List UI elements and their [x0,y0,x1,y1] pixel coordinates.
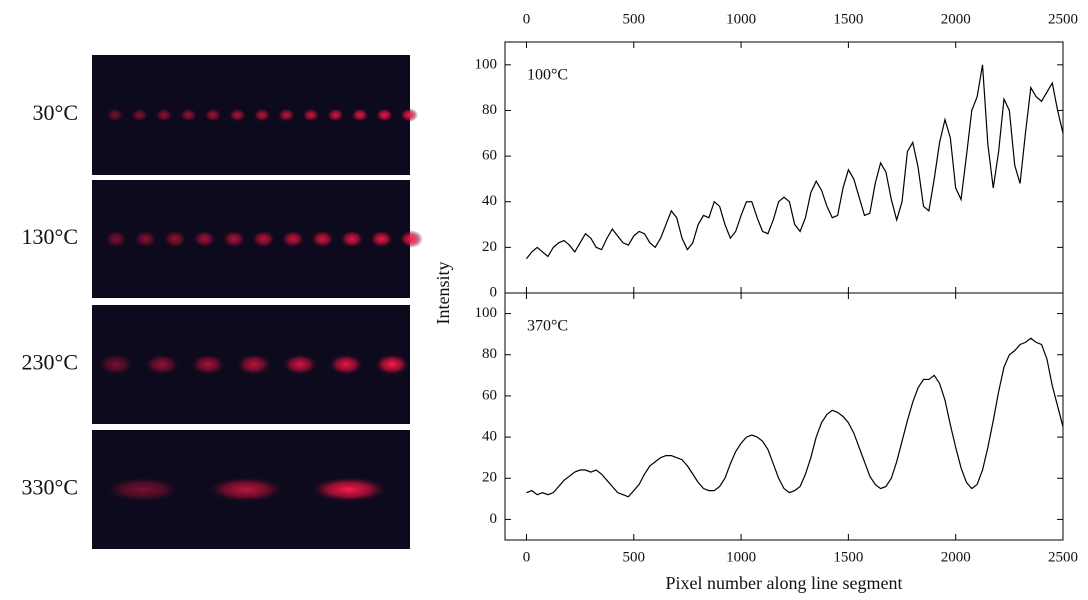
y-tick-label: 80 [482,346,497,362]
fringe [277,108,296,122]
fringe [374,353,410,376]
fringe [340,230,364,248]
plot-frame [504,41,1064,294]
fringe [133,230,158,248]
data-line [525,64,1064,260]
x-tick-label: 2500 [1048,11,1078,27]
y-tick-label: 80 [482,102,497,118]
fringe [281,230,305,248]
y-tick-label: 100 [475,305,498,321]
y-tick-label: 40 [482,429,497,445]
y-tick-label: 40 [482,193,497,209]
y-tick-label: 20 [482,470,497,486]
x-tick-label: 0 [523,11,531,27]
y-tick-label: 0 [490,284,498,300]
fringe [190,353,226,376]
fringe [206,476,286,503]
image-label: 30°C [33,100,78,125]
fringe [310,230,335,248]
fringe [130,108,149,122]
plot-frame [504,292,1064,541]
data-line [526,337,1064,498]
fringe [179,108,198,122]
x-tick-label: 2000 [941,549,971,565]
fringe [253,108,271,122]
fringe [351,108,369,122]
fringe [192,230,217,248]
fringe [399,230,423,248]
fringe [163,230,187,248]
x-tick-label: 0 [523,549,531,565]
fringe [375,108,394,122]
image-label: 130°C [22,224,78,249]
x-tick-label: 1000 [726,549,756,565]
x-tick-label: 2500 [1048,549,1078,565]
image-label: 330°C [22,475,78,500]
y-tick-label: 100 [475,56,498,72]
fringe [251,230,276,248]
fringe [104,230,128,248]
fringe [282,353,318,376]
panel-annotation: 100°C [527,67,568,84]
fringe [228,108,247,122]
fringe [236,353,272,376]
fringe [98,353,134,376]
fringe [103,476,183,503]
x-tick-label: 500 [623,549,646,565]
y-axis-label: Intensity [433,262,453,325]
panel-annotation: 370°C [527,318,568,335]
x-tick-label: 1000 [726,11,756,27]
y-tick-label: 60 [482,148,497,164]
fringe [302,108,320,122]
image-label: 230°C [22,350,78,375]
fringe [369,230,394,248]
x-tick-label: 1500 [833,11,863,27]
fringe [155,108,173,122]
fringe [309,476,389,503]
y-tick-label: 60 [482,387,497,403]
fringe [204,108,222,122]
x-tick-label: 500 [623,11,646,27]
x-tick-label: 2000 [941,11,971,27]
fringe [222,230,246,248]
y-tick-label: 20 [482,239,497,255]
image-panels [92,55,423,549]
fringe [400,108,418,122]
fringe [328,353,364,376]
fringe [106,108,124,122]
y-tick-label: 0 [490,511,498,527]
fringe [144,353,180,376]
x-axis-label: Pixel number along line segment [666,573,903,593]
x-tick-label: 1500 [833,549,863,565]
fringe [326,108,345,122]
